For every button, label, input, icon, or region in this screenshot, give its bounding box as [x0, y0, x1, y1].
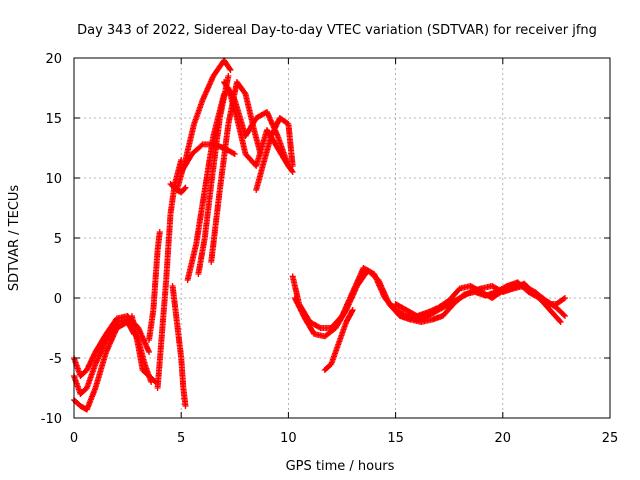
- series-track-e: [146, 229, 163, 343]
- series-markers: [392, 280, 568, 319]
- data-points: [71, 57, 568, 413]
- x-tick-label: 5: [177, 431, 185, 446]
- series-markers: [195, 73, 232, 277]
- series-markers: [128, 313, 159, 385]
- x-tick-label: 25: [602, 431, 619, 446]
- series-markers: [71, 319, 138, 413]
- series-markers: [146, 229, 163, 343]
- series-track-r: [291, 267, 564, 340]
- series-track-d: [128, 313, 159, 385]
- series-track-c: [71, 319, 138, 413]
- y-tick-label: 15: [45, 112, 62, 127]
- x-tick-label: 15: [387, 431, 404, 446]
- x-tick-label: 20: [495, 431, 512, 446]
- series-markers: [253, 115, 296, 193]
- chart-title: Day 343 of 2022, Sidereal Day-to-day VTE…: [77, 23, 597, 38]
- series-track-p: [253, 115, 296, 193]
- series-markers: [154, 157, 185, 391]
- x-axis-label: GPS time / hours: [286, 459, 395, 474]
- y-tick-label: -5: [49, 352, 62, 367]
- series-track-s: [321, 307, 356, 373]
- series-track-l: [195, 73, 232, 277]
- series-markers: [291, 267, 564, 340]
- grid: [74, 58, 610, 418]
- y-tick-label: 0: [54, 292, 62, 307]
- y-axis-label: SDTVAR / TECUs: [7, 185, 22, 292]
- y-tick-label: 20: [45, 52, 62, 67]
- axis-ticks: 0 5 10 15 20 25 -10 -5 0 5 10 15 20: [41, 52, 619, 446]
- y-tick-label: 5: [54, 232, 62, 247]
- y-tick-label: 10: [45, 172, 62, 187]
- x-tick-label: 0: [70, 431, 78, 446]
- series-markers: [321, 307, 356, 373]
- series-track-h: [169, 283, 189, 409]
- series-track-f: [154, 157, 185, 391]
- series-markers: [169, 283, 189, 409]
- series-track-t: [392, 280, 568, 319]
- x-tick-label: 10: [280, 431, 297, 446]
- y-tick-label: -10: [41, 412, 62, 427]
